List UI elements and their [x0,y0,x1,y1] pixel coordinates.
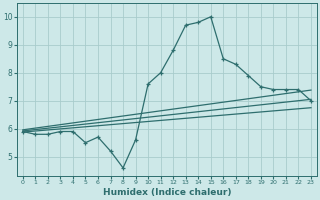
X-axis label: Humidex (Indice chaleur): Humidex (Indice chaleur) [103,188,231,197]
